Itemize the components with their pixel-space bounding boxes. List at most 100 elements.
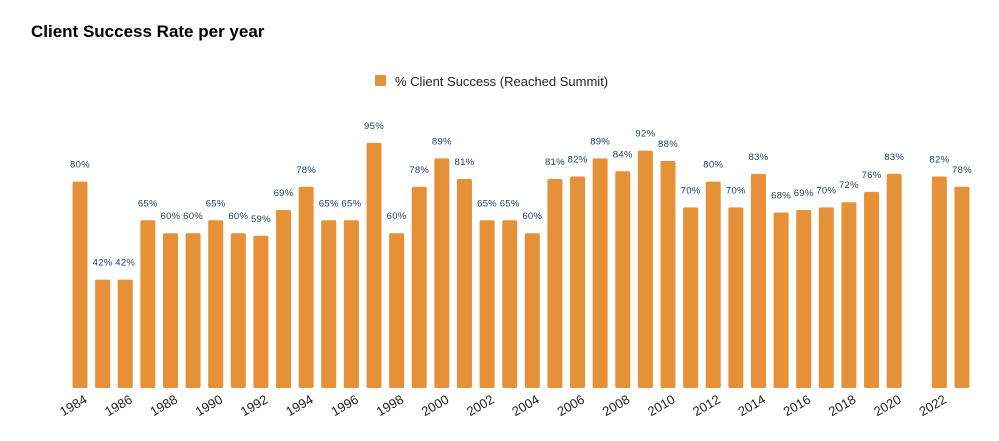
bar-1989 <box>185 233 201 388</box>
bar-2020 <box>886 173 902 388</box>
data-label-2022: 82% <box>929 154 949 165</box>
x-tick-label-2018: 2018 <box>826 392 859 419</box>
data-label-2020: 83% <box>884 152 904 163</box>
bar-1996 <box>343 220 359 388</box>
data-label-2005: 81% <box>545 157 565 168</box>
bar-1995 <box>321 220 337 388</box>
bar-2018 <box>841 202 857 388</box>
data-label-1995: 65% <box>319 198 339 209</box>
bar-1999 <box>411 186 427 388</box>
x-tick-label-1998: 1998 <box>374 392 407 419</box>
data-label-1994: 78% <box>296 165 316 176</box>
data-label-2018: 72% <box>839 180 859 191</box>
x-tick-label-1988: 1988 <box>147 392 180 419</box>
bar-2008 <box>615 171 631 388</box>
bar-2015 <box>773 212 789 388</box>
bar-2003 <box>502 220 518 388</box>
bar-1990 <box>208 220 224 388</box>
x-tick-label-2014: 2014 <box>735 392 768 419</box>
data-label-1999: 78% <box>409 165 429 176</box>
x-tick-label-1984: 1984 <box>57 392 90 419</box>
x-tick-label-1986: 1986 <box>102 392 135 419</box>
data-label-1993: 69% <box>274 188 294 199</box>
bar-1987 <box>140 220 156 388</box>
data-label-2004: 60% <box>522 211 542 222</box>
bar-1991 <box>230 233 246 388</box>
bar-2011 <box>683 207 699 388</box>
x-tick-label-2020: 2020 <box>871 392 904 419</box>
bar-2009 <box>637 150 653 388</box>
x-tick-label-1996: 1996 <box>328 392 361 419</box>
data-label-1984: 80% <box>70 160 90 171</box>
bar-2014 <box>750 173 766 388</box>
x-tick-label-2022: 2022 <box>916 392 949 419</box>
bar-2016 <box>796 209 812 388</box>
data-label-2012: 80% <box>703 160 723 171</box>
data-label-1985: 42% <box>93 258 113 269</box>
bar-2001 <box>456 179 472 388</box>
bar-1986 <box>117 279 133 388</box>
data-label-1989: 60% <box>183 211 203 222</box>
x-tick-label-2002: 2002 <box>464 392 497 419</box>
bar-2019 <box>864 191 880 388</box>
x-tick-label-1994: 1994 <box>283 392 316 419</box>
data-label-2002: 65% <box>477 198 497 209</box>
data-label-1998: 60% <box>387 211 407 222</box>
bar-1994 <box>298 186 314 388</box>
data-label-1997: 95% <box>364 121 384 132</box>
x-tick-label-2008: 2008 <box>600 392 633 419</box>
data-label-2023: 78% <box>952 165 972 176</box>
data-label-1987: 65% <box>138 198 158 209</box>
bar-2017 <box>818 207 834 388</box>
bar-1997 <box>366 142 382 388</box>
data-label-2007: 89% <box>590 136 610 147</box>
bar-2000 <box>434 158 450 388</box>
legend: % Client Success (Reached Summit) <box>375 74 608 89</box>
data-label-2017: 70% <box>816 185 836 196</box>
bar-2012 <box>705 181 721 388</box>
data-label-1996: 65% <box>341 198 361 209</box>
data-label-2014: 83% <box>749 152 769 163</box>
bar-2007 <box>592 158 608 388</box>
x-tick-label-2000: 2000 <box>419 392 452 419</box>
data-label-1988: 60% <box>161 211 181 222</box>
bar-2006 <box>570 176 586 388</box>
data-label-2008: 84% <box>613 149 633 160</box>
x-tick-label-1990: 1990 <box>193 392 226 419</box>
bar-2005 <box>547 179 563 388</box>
legend-label: % Client Success (Reached Summit) <box>395 74 608 89</box>
data-label-2000: 89% <box>432 136 452 147</box>
bar-1984 <box>72 181 88 388</box>
data-label-2006: 82% <box>568 154 588 165</box>
bar-1985 <box>95 279 111 388</box>
data-label-2009: 92% <box>635 129 655 140</box>
data-label-1990: 65% <box>206 198 226 209</box>
bar-1993 <box>276 209 292 388</box>
data-label-2013: 70% <box>726 185 746 196</box>
legend-swatch <box>375 75 386 86</box>
bar-2002 <box>479 220 495 388</box>
data-label-2016: 69% <box>794 188 814 199</box>
bar-1992 <box>253 235 269 388</box>
x-tick-label-2004: 2004 <box>509 392 542 419</box>
x-tick-label-2012: 2012 <box>690 392 723 419</box>
data-label-2010: 88% <box>658 139 678 150</box>
bar-2023 <box>954 186 970 388</box>
data-label-2015: 68% <box>771 191 791 202</box>
data-label-1992: 59% <box>251 214 271 225</box>
bar-1988 <box>162 233 178 388</box>
data-label-2001: 81% <box>455 157 475 168</box>
bar-1998 <box>389 233 405 388</box>
data-label-2019: 76% <box>862 170 882 181</box>
x-tick-label-2016: 2016 <box>781 392 814 419</box>
bar-2022 <box>931 176 947 388</box>
bar-2004 <box>524 233 540 388</box>
x-tick-label-2010: 2010 <box>645 392 678 419</box>
data-label-1991: 60% <box>228 211 248 222</box>
data-label-2003: 65% <box>500 198 520 209</box>
data-label-1986: 42% <box>115 258 135 269</box>
x-tick-label-2006: 2006 <box>554 392 587 419</box>
x-tick-label-1992: 1992 <box>238 392 271 419</box>
chart-title: Client Success Rate per year <box>31 22 265 41</box>
